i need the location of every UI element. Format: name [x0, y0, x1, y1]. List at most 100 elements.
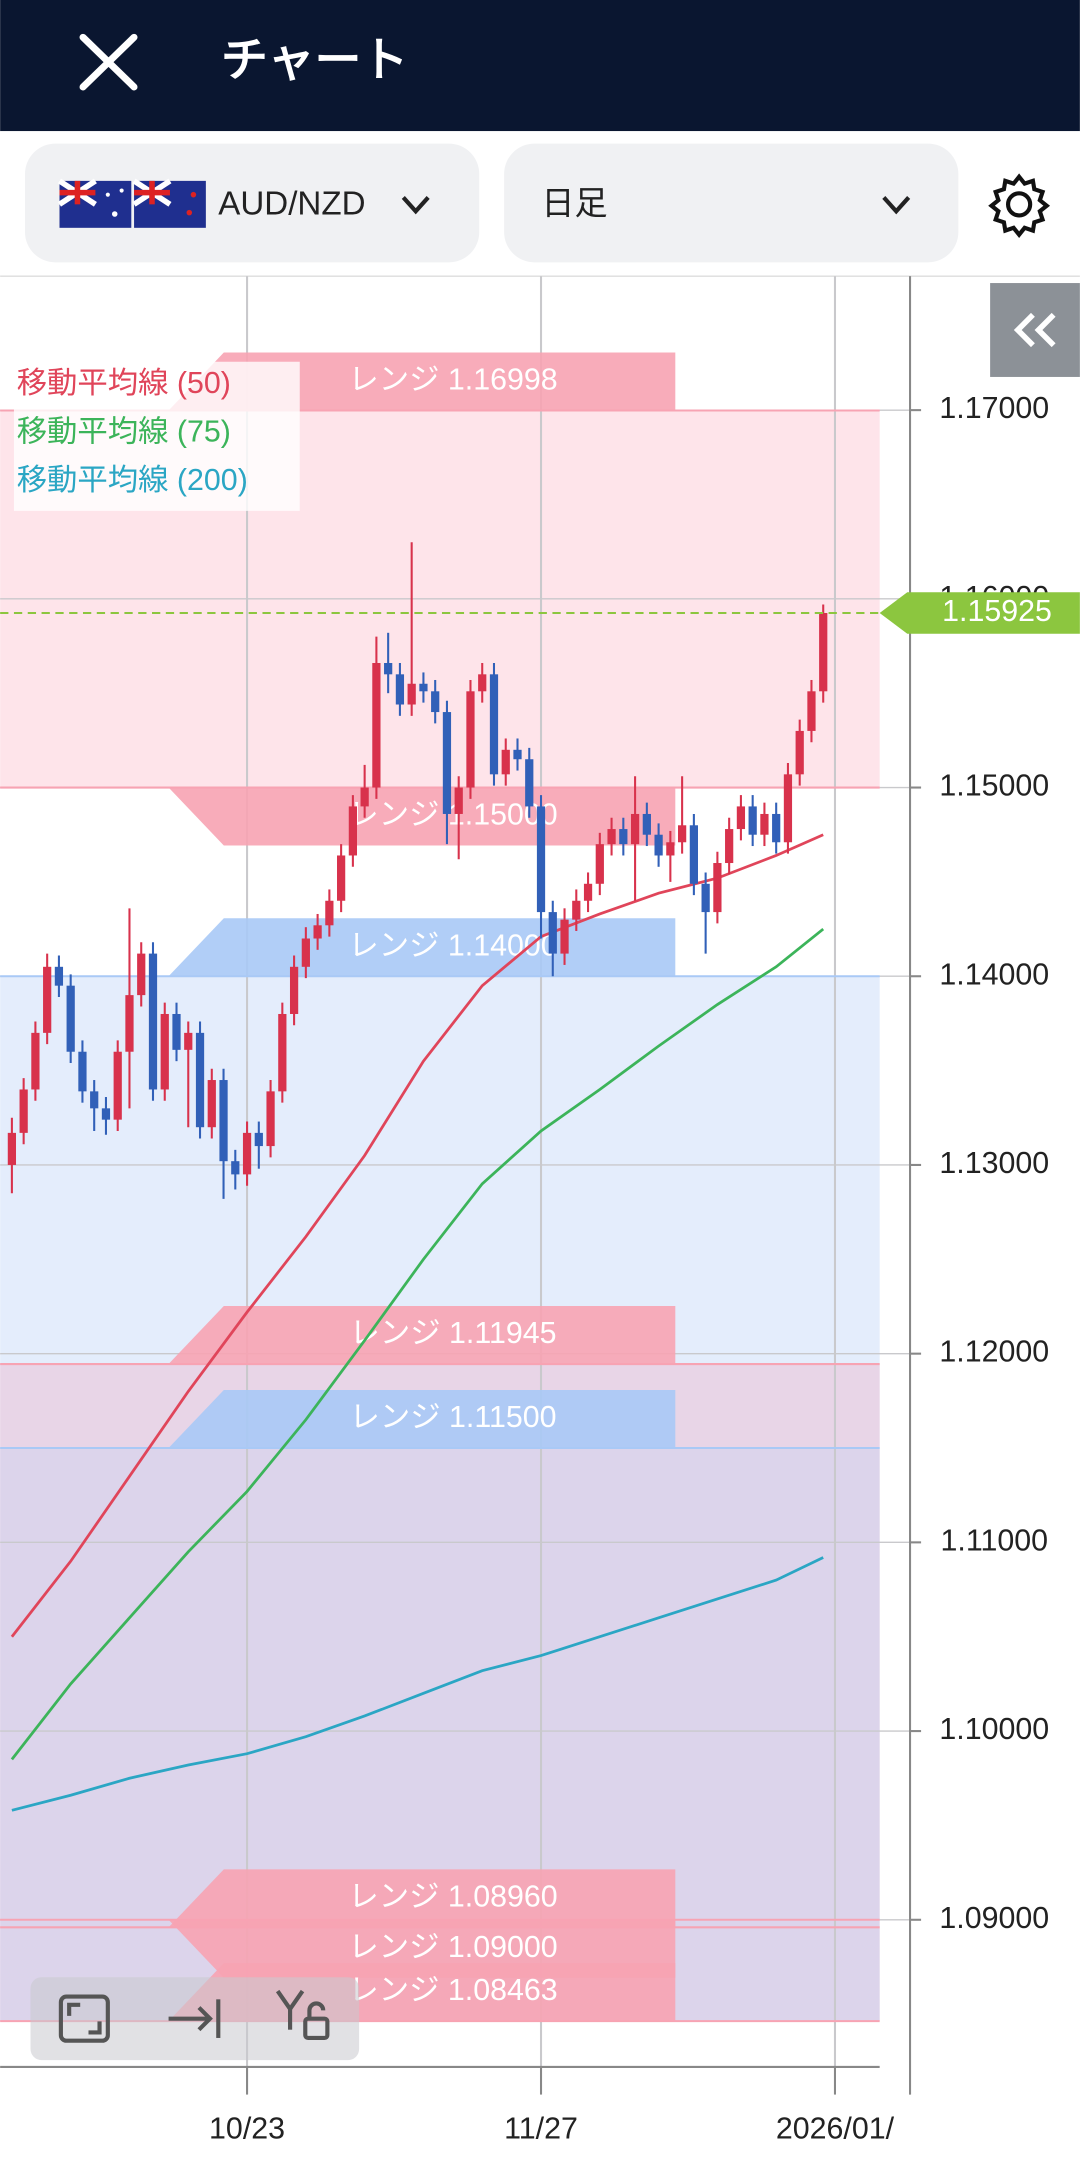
candle-body: [266, 1091, 275, 1147]
candle-body: [372, 662, 381, 788]
range-band: [0, 976, 880, 1449]
y-tick-label: 1.17000: [939, 392, 1049, 425]
candle-body: [513, 749, 522, 760]
ma-line: [11, 1556, 824, 1812]
x-tick-label: 11/27: [504, 2112, 578, 2145]
x-tick-label: 10/23: [209, 2112, 285, 2145]
candle-body: [289, 966, 299, 1014]
pair-selector[interactable]: AUD/NZD: [24, 143, 480, 263]
candle-body: [630, 813, 640, 845]
candle-body: [642, 813, 651, 835]
close-button[interactable]: [79, 33, 138, 91]
collapse-button[interactable]: [990, 283, 1080, 377]
range-label: レンジ 1.08463: [348, 1974, 557, 2007]
legend-entry: 移動平均線 (75): [17, 415, 231, 449]
candle-body: [431, 691, 440, 713]
candle-body: [454, 787, 463, 814]
candle-body: [595, 844, 604, 884]
candle-body: [254, 1132, 263, 1147]
candle-body: [807, 691, 816, 731]
candle-body: [348, 806, 357, 856]
candle-body: [195, 1032, 205, 1128]
candle-body: [419, 683, 428, 692]
candle-body: [536, 806, 546, 913]
candle-body: [43, 966, 52, 1033]
candle-body: [525, 759, 534, 807]
candle-body: [113, 1051, 122, 1120]
candle-body: [384, 662, 393, 675]
pair-label: AUD/NZD: [218, 185, 365, 222]
range-label: レンジ 1.11945: [350, 1317, 557, 1350]
candle-body: [725, 829, 734, 864]
candle-body: [395, 674, 405, 705]
candle-body: [713, 863, 722, 913]
chevron: [401, 196, 430, 215]
y-lock-button[interactable]: [275, 1989, 330, 2041]
range-label: レンジ 1.11500: [350, 1401, 557, 1434]
candle-body: [466, 691, 475, 788]
candle-body: [125, 995, 134, 1052]
candle-body: [689, 825, 698, 884]
y-tick-label: 1.09000: [939, 1902, 1049, 1935]
chevron: [882, 196, 911, 215]
range-tag: [168, 1869, 676, 1928]
candle-body: [442, 712, 452, 814]
candle-body: [172, 1013, 181, 1050]
range-label: レンジ 1.09000: [348, 1931, 557, 1964]
candle-body: [572, 900, 581, 920]
y-tick-label: 1.12000: [939, 1336, 1049, 1369]
candle-body: [583, 883, 593, 901]
chart-tools: [30, 1977, 360, 2061]
candle-body: [66, 985, 75, 1052]
candle-body: [160, 1013, 169, 1090]
candle-body: [654, 834, 663, 856]
timeframe-selector[interactable]: 日足: [504, 143, 959, 263]
candle-body: [78, 1051, 87, 1092]
header-bar: [0, 0, 1080, 132]
timeframe-label: 日足: [541, 185, 607, 222]
flag: [57, 178, 132, 228]
candle-body: [31, 1032, 40, 1090]
candle-body: [313, 925, 322, 939]
candle-body: [783, 774, 793, 843]
scroll-latest-button[interactable]: [168, 1999, 221, 2038]
candle-body: [54, 966, 64, 986]
last-price-tag: [879, 592, 1080, 634]
range-label: レンジ 1.14000: [348, 929, 557, 962]
candle-body: [407, 683, 416, 705]
range-label: レンジ 1.08960: [348, 1880, 557, 1913]
candle-body: [231, 1161, 240, 1175]
candle-body: [184, 1032, 193, 1050]
y-tick-label: 1.10000: [939, 1713, 1049, 1746]
candle-body: [501, 749, 510, 775]
range-label: レンジ 1.15000: [348, 799, 557, 832]
candle-body: [736, 806, 746, 830]
candle-body: [101, 1108, 111, 1120]
y-tick-label: 1.14000: [939, 958, 1049, 991]
range-tag: [168, 1306, 676, 1365]
candle-body: [678, 825, 687, 843]
candle-body: [666, 842, 675, 856]
header-title: チャート: [221, 34, 408, 86]
candle-body: [148, 953, 158, 1090]
y-tick-label: 1.15000: [939, 770, 1049, 803]
candle-body: [301, 938, 310, 967]
plot: 1.09000 1.10000 1.11000 1.12000 1.13000 1.140…: [0, 276, 1049, 2145]
x-tick-label: 2026/01/: [776, 2112, 895, 2145]
candle-body: [772, 813, 781, 843]
fullscreen-button[interactable]: [58, 1994, 110, 2043]
settings-button[interactable]: [988, 173, 1051, 239]
candle-body: [90, 1091, 99, 1109]
candle-body: [242, 1132, 252, 1175]
legend-box: [13, 361, 300, 511]
flag: [132, 178, 206, 228]
candle-body: [337, 855, 346, 901]
candle-body: [701, 883, 710, 913]
range-tag: [168, 787, 676, 846]
candle-body: [19, 1089, 28, 1133]
candle-body: [748, 806, 757, 835]
range-label: レンジ 1.16998: [348, 364, 557, 397]
